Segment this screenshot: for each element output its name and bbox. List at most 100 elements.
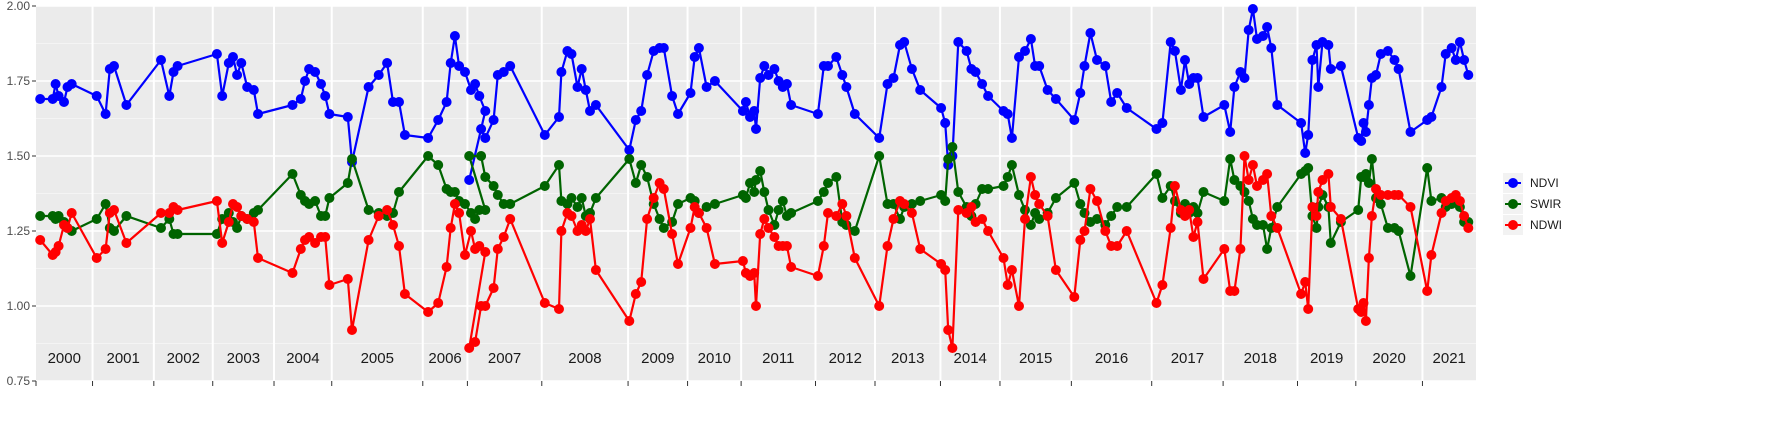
data-point-ndwi [953,205,964,215]
data-point-ndwi [874,301,885,311]
data-point-swir [773,205,784,215]
data-point-ndwi [812,271,823,281]
data-point-ndwi [943,325,954,335]
data-point-ndwi [1358,298,1369,308]
data-point-ndvi [164,91,175,101]
data-point-swir [940,196,951,206]
data-point-ndwi [248,217,259,227]
data-point-ndvi [1426,112,1437,122]
data-point-ndvi [488,115,499,125]
data-point-ndvi [1313,82,1324,92]
data-point-ndwi [394,241,404,251]
year-label: 2016 [1095,350,1128,367]
data-point-ndvi [673,109,683,119]
data-point-swir [709,199,720,209]
data-point-swir [751,175,761,185]
year-label: 2020 [1372,350,1405,367]
data-point-ndwi [1192,217,1203,227]
data-point-ndwi [1422,286,1433,296]
legend-marker-swir [1508,199,1518,209]
data-point-ndwi [1112,241,1123,251]
legend-marker-ndvi [1508,178,1518,188]
data-point-ndwi [445,223,456,233]
data-point-ndwi [1300,277,1311,287]
data-point-ndwi [492,244,503,254]
data-point-ndwi [1151,298,1162,308]
data-point-ndvi [211,49,222,59]
data-point-ndwi [1006,265,1017,275]
data-point-swir [701,202,712,212]
legend-label-ndwi: NDWI [1530,218,1562,232]
data-point-ndvi [449,31,460,41]
data-point-ndwi [915,244,926,254]
data-point-ndwi [253,253,263,263]
y-tick-label: 1.50 [7,149,31,163]
data-point-swir [324,193,335,203]
legend: NDVI SWIR NDWI [1503,173,1562,235]
year-labels: 2000 2001 2002 2003 2004 2005 2006 2007 2008 2009… [48,350,1466,367]
year-label: 2003 [227,350,260,367]
data-point-ndvi [630,115,641,125]
data-point-ndwi [831,211,842,221]
data-point-ndvi [109,61,119,71]
data-point-ndvi [1356,136,1367,146]
data-point-ndvi [983,91,994,101]
data-point-ndwi [1069,292,1080,302]
data-point-ndvi [823,61,833,71]
data-point-swir [1034,214,1045,224]
data-point-ndwi [737,256,748,266]
data-point-ndwi [1243,175,1254,185]
data-point-ndwi [1025,172,1036,182]
data-point-ndvi [1296,118,1307,128]
data-point-ndvi [1325,64,1336,74]
data-point-swir [492,190,503,200]
data-point-ndvi [749,106,760,116]
year-label: 2017 [1171,350,1204,367]
data-point-ndvi [1262,22,1273,32]
data-point-ndwi [940,265,951,275]
data-point-ndwi [399,289,410,299]
data-point-ndwi [554,304,564,314]
data-point-swir [1219,196,1230,206]
data-point-ndvi [1405,127,1416,137]
data-point-ndvi [1006,133,1017,143]
data-point-swir [91,214,102,224]
data-point-ndvi [300,76,310,86]
data-point-ndwi [156,208,166,218]
data-point-ndvi [576,64,587,74]
data-point-swir [488,181,499,191]
data-point-ndwi [906,208,917,218]
data-point-ndwi [1307,202,1318,212]
data-point-swir [906,199,917,209]
data-point-ndwi [1020,214,1030,224]
y-tick-label: 1.75 [7,74,31,88]
data-point-ndvi [812,109,823,119]
data-point-ndwi [488,283,499,293]
data-point-swir [1363,178,1374,188]
data-point-swir [943,154,954,164]
data-point-ndvi [874,133,885,143]
data-point-ndvi [831,52,842,62]
data-point-ndwi [837,199,848,209]
data-point-ndvi [1446,43,1457,53]
data-point-swir [1002,172,1013,182]
data-point-ndvi [1266,43,1277,53]
data-point-swir [505,199,516,209]
data-point-ndvi [1382,46,1393,56]
data-point-ndwi [648,193,659,203]
data-point-ndwi [888,214,899,224]
y-tick-label: 1.25 [7,224,31,238]
data-point-ndwi [1085,184,1096,194]
data-point-ndvi [755,73,766,83]
data-point-ndwi [685,223,696,233]
data-point-ndvi [1198,112,1209,122]
year-label: 2018 [1244,350,1277,367]
data-point-ndvi [464,175,475,185]
data-point-ndvi [1239,73,1250,83]
data-point-ndvi [554,112,564,122]
data-point-ndvi [1335,61,1346,71]
data-point-swir [658,223,669,233]
data-point-ndvi [1169,46,1180,56]
data-point-ndwi [1363,253,1374,263]
